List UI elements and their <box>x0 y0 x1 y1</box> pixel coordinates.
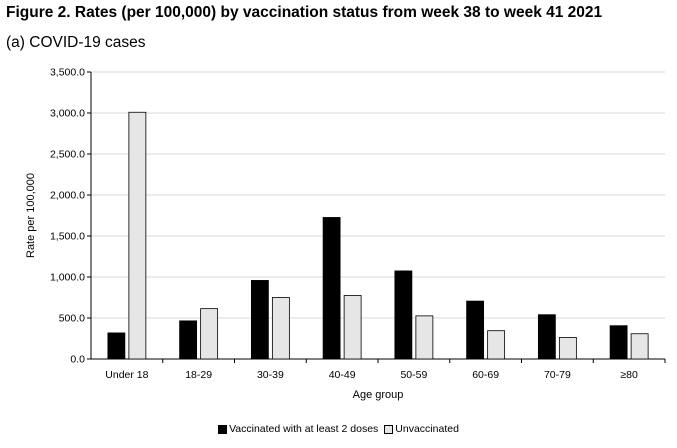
chart-legend: Vaccinated with at least 2 doses Unvacci… <box>0 423 677 435</box>
bar-vaccinated <box>394 270 413 360</box>
y-tick-label: 500.0 <box>59 313 85 325</box>
legend-label-unvaccinated: Unvaccinated <box>395 423 459 435</box>
bar-vaccinated <box>466 300 485 360</box>
bar-vaccinated <box>250 280 269 360</box>
x-tick-label: 60-69 <box>472 369 499 381</box>
bar-vaccinated <box>107 332 126 360</box>
y-tick-label: 1,500.0 <box>50 231 85 243</box>
y-tick-label: 0.0 <box>70 354 85 366</box>
bar-vaccinated <box>609 325 628 360</box>
y-tick-label: 1,000.0 <box>50 272 85 284</box>
bar-unvaccinated <box>487 330 506 360</box>
x-tick-label: 40-49 <box>329 369 356 381</box>
x-tick-label: ≥80 <box>620 369 638 381</box>
legend-swatch-unvaccinated <box>384 424 394 434</box>
legend-item-vaccinated: Vaccinated with at least 2 doses <box>218 423 378 435</box>
x-tick-label: 18-29 <box>185 369 212 381</box>
legend-swatch-vaccinated <box>218 424 228 434</box>
bar-vaccinated <box>179 320 198 360</box>
legend-item-unvaccinated: Unvaccinated <box>384 423 459 435</box>
bar-unvaccinated <box>558 337 577 360</box>
bar-unvaccinated <box>271 297 290 360</box>
legend-label-vaccinated: Vaccinated with at least 2 doses <box>229 423 379 435</box>
x-tick-label: 70-79 <box>544 369 571 381</box>
bar-unvaccinated <box>343 295 362 360</box>
bar-unvaccinated <box>128 111 147 360</box>
x-tick-label: 30-39 <box>257 369 284 381</box>
bar-unvaccinated <box>630 333 649 360</box>
y-tick-label: 2,000.0 <box>50 190 85 202</box>
figure-title: Figure 2. Rates (per 100,000) by vaccina… <box>6 4 603 21</box>
bar-vaccinated <box>537 314 556 360</box>
y-axis-title: Rate per 100,000 <box>25 173 37 258</box>
bar-unvaccinated <box>415 315 434 360</box>
y-tick-label: 3,500.0 <box>50 67 85 79</box>
bar-vaccinated <box>322 217 341 360</box>
bar-unvaccinated <box>200 308 219 360</box>
figure-subtitle: (a) COVID-19 cases <box>6 34 146 51</box>
y-tick-label: 2,500.0 <box>50 149 85 161</box>
x-tick-label: Under 18 <box>105 369 148 381</box>
y-tick-label: 3,000.0 <box>50 108 85 120</box>
x-axis-title: Age group <box>353 389 404 401</box>
x-tick-label: 50-59 <box>400 369 427 381</box>
